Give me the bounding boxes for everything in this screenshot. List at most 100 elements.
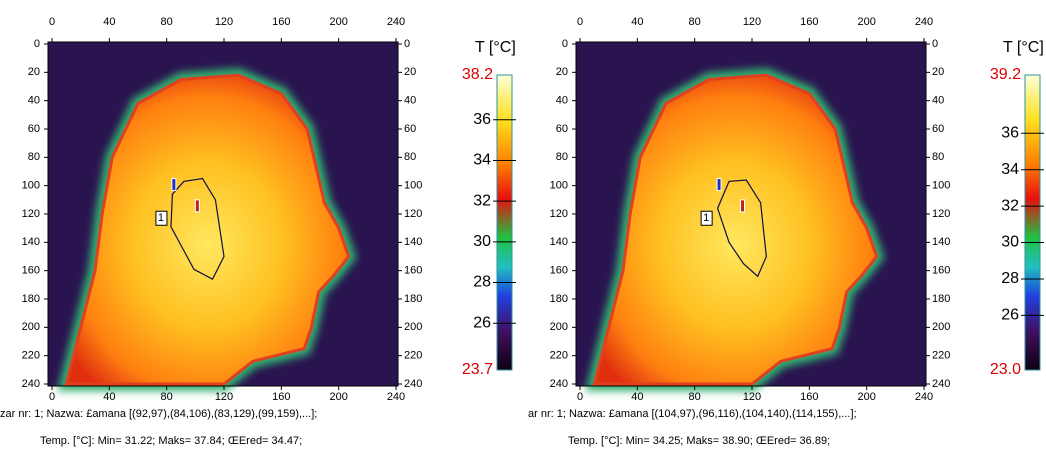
x-tick-label: 200 bbox=[857, 391, 875, 403]
y-tick-label: 160 bbox=[932, 265, 950, 277]
y-tick-label: 60 bbox=[932, 123, 944, 135]
x-tick-label: 200 bbox=[329, 16, 347, 28]
y-tick-label: 220 bbox=[404, 350, 422, 362]
scale-max: 39.2 bbox=[990, 66, 1021, 83]
caption-line: ar nr: 1; Nazwa: £amana [(104,97),(96,11… bbox=[528, 408, 857, 420]
scale-tick-label: 32 bbox=[1001, 197, 1019, 214]
y-tick-label: 60 bbox=[404, 123, 416, 135]
y-tick-label: 180 bbox=[404, 293, 422, 305]
roi-outline bbox=[716, 179, 767, 278]
x-tick-label: 0 bbox=[577, 391, 583, 403]
scale-title: T [°C] bbox=[475, 39, 516, 56]
caption-line: Temp. [°C]: Min= 34.25; Maks= 38.90; ŒEr… bbox=[568, 435, 830, 447]
caption-line: Temp. [°C]: Min= 31.22; Maks= 37.84; ŒEr… bbox=[40, 435, 302, 447]
x-tick-label: 80 bbox=[689, 16, 701, 28]
x-tick-label: 80 bbox=[161, 16, 173, 28]
scale-title: T [°C] bbox=[1003, 39, 1044, 56]
x-tick-label: 200 bbox=[857, 16, 875, 28]
scale-max: 38.2 bbox=[462, 66, 493, 83]
x-tick-label: 40 bbox=[103, 391, 115, 403]
y-tick-label: 200 bbox=[550, 321, 568, 333]
y-tick-label: 240 bbox=[22, 378, 40, 390]
y-tick-label: 100 bbox=[932, 180, 950, 192]
caption-line: zar nr: 1; Nazwa: £amana [(92,97),(84,10… bbox=[0, 408, 317, 420]
x-tick-label: 0 bbox=[49, 391, 55, 403]
y-tick-label: 80 bbox=[556, 151, 568, 163]
y-tick-label: 0 bbox=[34, 38, 40, 50]
y-tick-label: 0 bbox=[562, 38, 568, 50]
x-tick-label: 120 bbox=[215, 16, 233, 28]
y-tick-label: 120 bbox=[550, 208, 568, 220]
y-tick-label: 20 bbox=[28, 66, 40, 78]
x-tick-label: 160 bbox=[800, 16, 818, 28]
y-tick-label: 180 bbox=[550, 293, 568, 305]
scale-tick-label: 26 bbox=[1001, 307, 1019, 324]
y-tick-label: 20 bbox=[556, 66, 568, 78]
x-tick-label: 200 bbox=[329, 391, 347, 403]
y-tick-label: 0 bbox=[932, 38, 938, 50]
y-tick-label: 120 bbox=[932, 208, 950, 220]
y-tick-label: 0 bbox=[404, 38, 410, 50]
thermometer-icon bbox=[740, 199, 746, 213]
scale-tick-label: 34 bbox=[1001, 161, 1019, 178]
y-tick-label: 240 bbox=[932, 378, 950, 390]
scale-tick-label: 30 bbox=[473, 233, 491, 250]
x-tick-label: 240 bbox=[915, 16, 933, 28]
y-tick-label: 140 bbox=[550, 236, 568, 248]
y-tick-label: 220 bbox=[550, 350, 568, 362]
x-tick-label: 240 bbox=[387, 16, 405, 28]
x-tick-label: 40 bbox=[631, 391, 643, 403]
y-tick-label: 240 bbox=[550, 378, 568, 390]
y-tick-label: 140 bbox=[932, 236, 950, 248]
x-tick-label: 80 bbox=[161, 391, 173, 403]
y-tick-label: 140 bbox=[404, 236, 422, 248]
y-tick-label: 180 bbox=[22, 293, 40, 305]
y-tick-label: 160 bbox=[404, 265, 422, 277]
x-tick-label: 0 bbox=[49, 16, 55, 28]
y-tick-label: 80 bbox=[404, 151, 416, 163]
marker-label: 1 bbox=[703, 212, 709, 224]
x-tick-label: 160 bbox=[272, 16, 290, 28]
marker-box bbox=[700, 210, 713, 226]
marker-label: 1 bbox=[158, 212, 164, 224]
x-tick-label: 120 bbox=[743, 16, 761, 28]
x-tick-label: 80 bbox=[689, 391, 701, 403]
y-tick-label: 180 bbox=[932, 293, 950, 305]
scale-tick-label: 26 bbox=[473, 314, 491, 331]
x-tick-label: 240 bbox=[915, 391, 933, 403]
scale-tick-label: 36 bbox=[1001, 124, 1019, 141]
y-tick-label: 100 bbox=[404, 180, 422, 192]
y-tick-label: 100 bbox=[550, 180, 568, 192]
y-tick-label: 160 bbox=[550, 265, 568, 277]
y-tick-label: 60 bbox=[28, 123, 40, 135]
y-tick-label: 240 bbox=[404, 378, 422, 390]
y-tick-label: 100 bbox=[22, 180, 40, 192]
y-tick-label: 40 bbox=[404, 95, 416, 107]
scale-tick-label: 28 bbox=[1001, 270, 1019, 287]
y-tick-label: 200 bbox=[22, 321, 40, 333]
scale-tick-label: 28 bbox=[473, 274, 491, 291]
y-tick-label: 200 bbox=[932, 321, 950, 333]
y-tick-label: 160 bbox=[22, 265, 40, 277]
marker-box bbox=[155, 210, 168, 226]
head-silhouette bbox=[64, 73, 351, 386]
y-tick-label: 120 bbox=[404, 208, 422, 220]
y-tick-label: 220 bbox=[932, 350, 950, 362]
scale-tick-label: 32 bbox=[473, 192, 491, 209]
y-tick-label: 220 bbox=[22, 350, 40, 362]
thermometer-icon bbox=[194, 199, 200, 213]
x-tick-label: 0 bbox=[577, 16, 583, 28]
x-tick-label: 120 bbox=[743, 391, 761, 403]
scale-tick-label: 34 bbox=[473, 152, 491, 169]
y-tick-label: 20 bbox=[932, 66, 944, 78]
y-tick-label: 20 bbox=[404, 66, 416, 78]
roi-outline bbox=[170, 177, 225, 280]
thermometer-icon bbox=[171, 178, 177, 192]
y-tick-label: 80 bbox=[28, 151, 40, 163]
y-tick-label: 40 bbox=[28, 95, 40, 107]
thermometer-icon bbox=[716, 178, 722, 192]
x-tick-label: 40 bbox=[631, 16, 643, 28]
